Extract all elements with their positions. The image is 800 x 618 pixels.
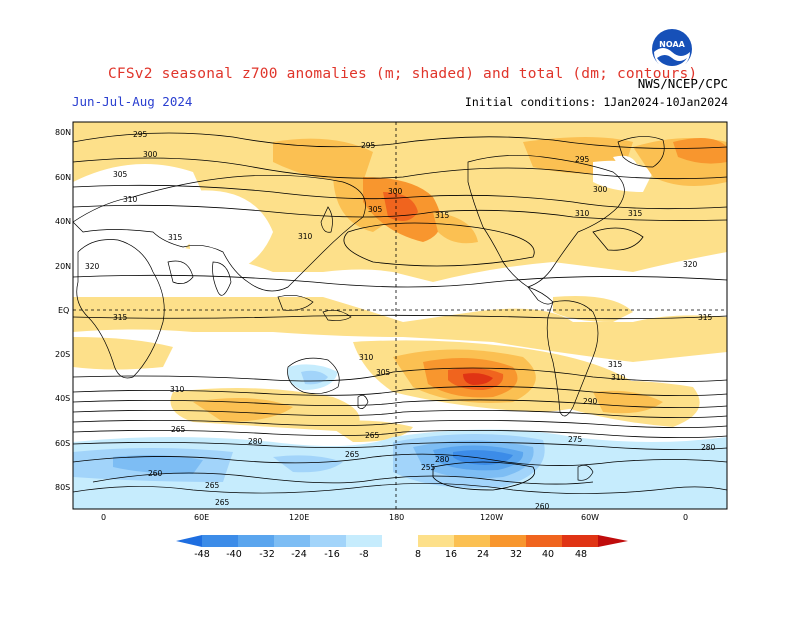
agency-label: NWS/NCEP/CPC — [637, 76, 728, 91]
lat-label-eq: EQ — [58, 306, 69, 315]
colorbar-cell — [562, 535, 599, 547]
contour-label: 265 — [365, 431, 380, 440]
contour-label: 310 — [170, 385, 185, 394]
contour-label: 265 — [205, 481, 220, 490]
lon-label-0-east: 0 — [683, 513, 688, 522]
colorbar-label: 8 — [415, 549, 421, 559]
contour-label: 265 — [215, 498, 230, 507]
colorbar-label: 16 — [445, 549, 457, 559]
svg-text:NOAA: NOAA — [659, 40, 685, 49]
colorbar-cell — [418, 535, 455, 547]
lat-label-20s: 20S — [55, 350, 70, 359]
colorbar-cell — [454, 535, 491, 547]
colorbar-cell — [382, 535, 419, 547]
contour-label: 305 — [368, 205, 383, 214]
contour-label: 305 — [376, 368, 391, 377]
colorbar-cell — [310, 535, 347, 547]
contour-label: 300 — [388, 187, 403, 196]
colorbar-label: 48 — [575, 549, 587, 559]
contour-label: 320 — [85, 262, 100, 271]
lon-label-60e: 60E — [194, 513, 209, 522]
lon-label-120w: 120W — [480, 513, 503, 522]
contour-label: 295 — [133, 130, 148, 139]
lon-label-120e: 120E — [289, 513, 309, 522]
colorbar-arrow-right — [598, 535, 628, 547]
contour-label: 275 — [568, 435, 583, 444]
contour-label: 315 — [608, 360, 623, 369]
colorbar-label: 40 — [542, 549, 554, 559]
lat-label-80s: 80S — [55, 483, 70, 492]
lat-label-60s: 60S — [55, 439, 70, 448]
colorbar-label: -16 — [324, 549, 340, 559]
contour-labels: 295 295 295 300 300 300 305 305 310 310 … — [85, 130, 716, 509]
contour-label: 300 — [143, 150, 158, 159]
lat-label-20n: 20N — [55, 262, 71, 271]
contour-label: 320 — [683, 260, 698, 269]
contour-label: 260 — [148, 469, 163, 478]
noaa-logo-icon: NOAA — [652, 29, 692, 70]
contour-label: 310 — [611, 373, 626, 382]
chart-title: CFSv2 seasonal z700 anomalies (m; shaded… — [108, 66, 698, 82]
lon-label-60w: 60W — [581, 513, 599, 522]
contour-label: 280 — [435, 455, 450, 464]
colorbar-cell — [490, 535, 527, 547]
lat-label-80n: 80N — [55, 128, 71, 137]
colorbar-label: 24 — [477, 549, 489, 559]
lon-label-0: 0 — [101, 513, 106, 522]
contour-label: 305 — [113, 170, 128, 179]
contour-label: 315 — [168, 233, 183, 242]
contour-label: 315 — [113, 313, 128, 322]
contour-label: 300 — [593, 185, 608, 194]
colorbar-label: -24 — [291, 549, 307, 559]
colorbar-cell — [526, 535, 563, 547]
lat-label-40n: 40N — [55, 217, 71, 226]
contour-label: 310 — [575, 209, 590, 218]
colorbar-label: -32 — [259, 549, 275, 559]
lat-label-60n: 60N — [55, 173, 71, 182]
contour-label: 260 — [535, 502, 550, 509]
contour-label: 315 — [435, 211, 450, 220]
longitude-labels: 0 60E 120E 180 120W 60W 0 — [101, 513, 688, 522]
height-contours — [73, 132, 727, 491]
forecast-period: Jun-Jul-Aug 2024 — [72, 94, 193, 109]
colorbar-label: -40 — [226, 549, 242, 559]
colorbar-label: -8 — [359, 549, 368, 559]
contour-label: 255 — [421, 463, 436, 472]
anomaly-shading — [73, 122, 727, 509]
contour-label: 280 — [701, 443, 716, 452]
contour-label: 295 — [361, 141, 376, 150]
colorbar-cell — [238, 535, 275, 547]
contour-label: 265 — [171, 425, 186, 434]
contour-label: 280 — [248, 437, 263, 446]
anomaly-map: 295 295 295 300 300 300 305 305 310 310 … — [73, 122, 727, 509]
initial-conditions: Initial conditions: 1Jan2024-10Jan2024 — [464, 95, 728, 109]
colorbar-label: -48 — [194, 549, 210, 559]
contour-label: 315 — [628, 209, 643, 218]
lat-label-40s: 40S — [55, 394, 70, 403]
contour-label: 295 — [575, 155, 590, 164]
lon-label-180: 180 — [389, 513, 404, 522]
contour-label: 265 — [345, 450, 360, 459]
colorbar: -48 -40 -32 -24 -16 -8 8 16 24 32 40 48 — [176, 535, 628, 559]
contour-label: 315 — [698, 313, 713, 322]
colorbar-cell — [202, 535, 239, 547]
colorbar-label: 32 — [510, 549, 522, 559]
contour-label: 310 — [359, 353, 374, 362]
coastlines — [73, 136, 727, 494]
colorbar-arrow-left — [176, 535, 202, 547]
contour-label: 310 — [298, 232, 313, 241]
contour-label: 290 — [583, 397, 598, 406]
latitude-labels: 80N 60N 40N 20N EQ 20S 40S 60S 80S — [55, 128, 71, 492]
contour-label: 310 — [123, 195, 138, 204]
colorbar-cell — [346, 535, 383, 547]
colorbar-cell — [274, 535, 311, 547]
